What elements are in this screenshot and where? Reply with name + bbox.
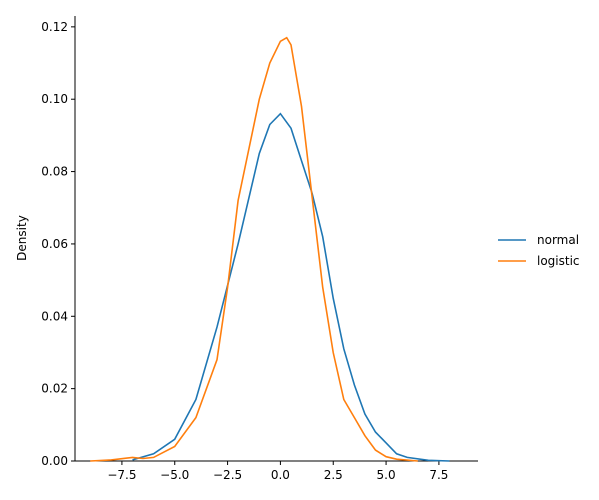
x-tick-label: 7.5 [429, 468, 448, 482]
y-tick-label: 0.02 [41, 382, 68, 396]
y-tick-label: 0.00 [41, 454, 68, 468]
x-tick-label: −2.5 [213, 468, 242, 482]
line [90, 36, 418, 462]
x-tick-label: −5.0 [160, 468, 189, 482]
y-tick-label: 0.04 [41, 309, 68, 323]
legend-label: normal [537, 233, 579, 247]
y-tick-label: 0.06 [41, 237, 68, 251]
y-tick-label: 0.10 [41, 92, 68, 106]
y-tick-label: 0.08 [41, 165, 68, 179]
x-tick-label: −7.5 [107, 468, 136, 482]
x-tick-label: 5.0 [377, 468, 396, 482]
x-tick-label: 0.0 [271, 468, 290, 482]
y-axis-label: Density [15, 215, 29, 261]
y-tick-label: 0.12 [41, 20, 68, 34]
line [132, 112, 450, 462]
legend-label: logistic [537, 254, 580, 268]
x-tick-label: 2.5 [324, 468, 343, 482]
